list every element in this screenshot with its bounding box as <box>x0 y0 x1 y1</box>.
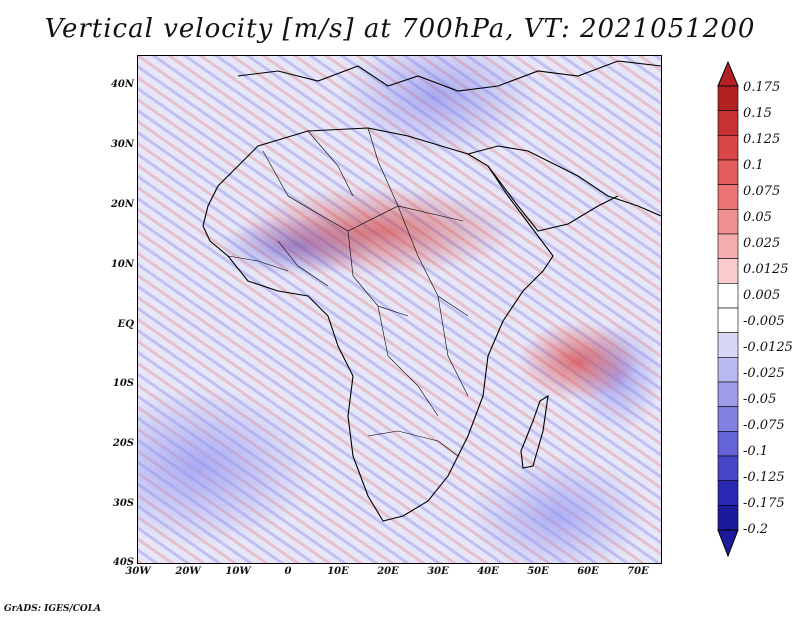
colorbar-segment <box>717 135 739 161</box>
colorbar-label: 0.1 <box>743 158 764 173</box>
colorbar-label: -0.125 <box>743 470 785 485</box>
colorbar-segment <box>717 505 739 531</box>
lat-label-eq: EQ <box>117 319 134 330</box>
colorbar-segment <box>717 480 739 506</box>
lat-label-30n: 30N <box>110 139 134 150</box>
colorbar-label: -0.075 <box>743 418 785 433</box>
colorbar-label: 0.05 <box>743 210 772 225</box>
colorbar-segment <box>717 159 739 185</box>
colorbar <box>717 60 739 558</box>
europe-coastline <box>237 60 661 92</box>
lat-label-30s: 30S <box>112 498 134 509</box>
colorbar-label: 0.125 <box>743 132 781 147</box>
colorbar-segment <box>717 307 739 333</box>
colorbar-label: 0.075 <box>743 184 781 199</box>
lon-label-60e: 60E <box>577 566 599 577</box>
map-plot-area <box>137 55 662 564</box>
lat-label-40n: 40N <box>110 79 134 90</box>
lon-label-20w: 20W <box>175 566 201 577</box>
madagascar-coastline <box>520 394 549 469</box>
colorbar-label: -0.1 <box>743 444 769 459</box>
africa-coastline <box>202 127 554 522</box>
lat-label-40s: 40S <box>112 557 134 568</box>
map-title: Vertical velocity [m/s] at 700hPa, VT: 2… <box>44 14 756 44</box>
map-coastlines <box>202 60 661 522</box>
colorbar-top-arrow <box>717 60 739 87</box>
colorbar-segment <box>717 455 739 481</box>
lat-label-10n: 10N <box>110 259 134 270</box>
colorbar-segment <box>717 332 739 358</box>
colorbar-label: -0.005 <box>743 314 785 329</box>
lat-label-20n: 20N <box>110 199 134 210</box>
lon-label-0: 0 <box>284 566 292 577</box>
arabia-coastline <box>467 145 661 232</box>
country-borders <box>227 127 469 457</box>
colorbar-segments <box>717 85 739 531</box>
colorbar-segment <box>717 258 739 284</box>
colorbar-label: -0.0125 <box>743 340 793 355</box>
colorbar-segment <box>717 381 739 407</box>
colorbar-label: 0.025 <box>743 236 781 251</box>
colorbar-label: -0.175 <box>743 496 785 511</box>
colorbar-label: 0.175 <box>743 80 781 95</box>
colorbar-label: -0.025 <box>743 366 785 381</box>
colorbar-segment <box>717 233 739 259</box>
lat-label-20s: 20S <box>112 438 134 449</box>
colorbar-segment <box>717 184 739 210</box>
colorbar-label: 0.0125 <box>743 262 789 277</box>
colorbar-bottom-arrow <box>717 529 739 558</box>
lon-label-10e: 10E <box>327 566 349 577</box>
colorbar-label: -0.2 <box>743 522 769 537</box>
colorbar-segment <box>717 431 739 457</box>
lon-label-20e: 20E <box>377 566 399 577</box>
lon-label-40e: 40E <box>477 566 499 577</box>
colorbar-label: -0.05 <box>743 392 777 407</box>
lon-label-30e: 30E <box>427 566 449 577</box>
lon-label-50e: 50E <box>527 566 549 577</box>
colorbar-segment <box>717 110 739 136</box>
lat-label-10s: 10S <box>112 378 134 389</box>
colorbar-label: 0.15 <box>743 106 772 121</box>
colorbar-segment <box>717 85 739 111</box>
colorbar-segment <box>717 283 739 309</box>
lon-label-70e: 70E <box>627 566 649 577</box>
footer-credit: GrADS: IGES/COLA <box>4 604 102 614</box>
lon-label-30w: 30W <box>125 566 151 577</box>
colorbar-segment <box>717 406 739 432</box>
lon-label-10w: 10W <box>225 566 251 577</box>
colorbar-label: 0.005 <box>743 288 781 303</box>
colorbar-segment <box>717 357 739 383</box>
colorbar-segment <box>717 209 739 235</box>
